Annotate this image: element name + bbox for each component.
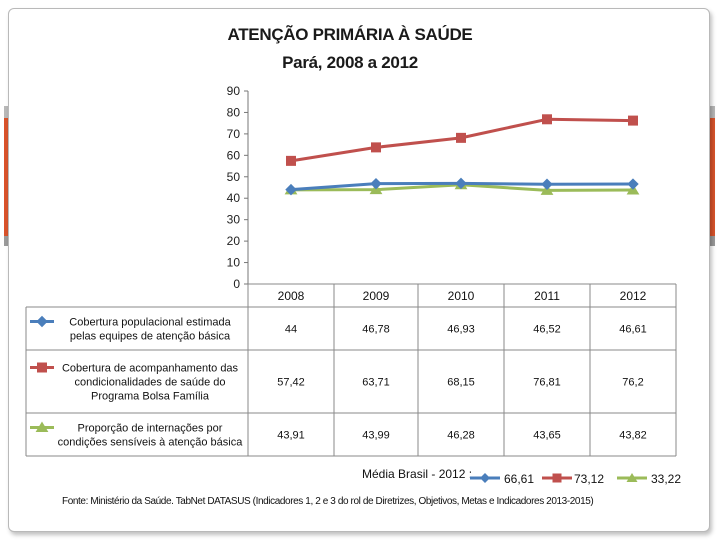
y-tick-label: 60	[227, 148, 241, 162]
decor-right-gray-bottom	[707, 236, 715, 246]
data-label: 43,65	[533, 430, 561, 442]
series-name-line: Programa Bolsa Família	[91, 391, 210, 403]
y-tick-label: 20	[227, 234, 241, 248]
category-label: 2009	[363, 289, 390, 303]
series-name-line: condicionalidades de saúde do	[74, 377, 225, 389]
data-label: 46,28	[447, 430, 475, 442]
data-label: 46,93	[447, 324, 475, 336]
data-point-2	[371, 142, 381, 153]
chart-subtitle: Pará, 2008 a 2012	[282, 53, 418, 72]
data-point-2	[456, 132, 466, 143]
series-name-line: Cobertura de acompanhamento das	[62, 363, 239, 375]
media-value-2: 73,12	[574, 472, 605, 486]
decor-right-red-bar	[707, 118, 715, 236]
data-label: 68,15	[447, 377, 475, 389]
y-tick-label: 30	[227, 213, 241, 227]
data-label: 63,71	[362, 377, 390, 389]
data-label: 76,2	[622, 377, 643, 389]
category-label: 2010	[448, 289, 475, 303]
data-label: 46,78	[362, 324, 390, 336]
data-point-1	[455, 177, 467, 190]
data-label: 43,91	[277, 430, 305, 442]
y-tick-label: 40	[227, 191, 241, 205]
media-value-1: 66,61	[504, 472, 535, 486]
data-label: 46,61	[619, 324, 647, 336]
y-tick-label: 80	[227, 105, 241, 119]
series-name-line: condições sensíveis à atenção básica	[58, 437, 244, 449]
y-tick-label: 70	[227, 127, 241, 141]
chart-title: ATENÇÃO PRIMÁRIA À SAÚDE	[227, 25, 473, 44]
data-point-1	[541, 178, 553, 190]
data-label: 44	[285, 324, 297, 336]
data-label: 76,81	[533, 377, 561, 389]
y-tick-label: 0	[233, 277, 240, 291]
series-name-line: pelas equipes de atenção básica	[70, 331, 231, 343]
category-label: 2008	[278, 289, 305, 303]
media-brasil-label: Média Brasil - 2012 :	[362, 467, 473, 481]
legend-key-marker	[35, 421, 49, 432]
series-name-line: Proporção de internações por	[78, 423, 223, 435]
data-point-1	[285, 183, 297, 196]
slide-frame	[8, 8, 710, 532]
source-note: Fonte: Ministério da Saúde. TabNet DATAS…	[62, 496, 594, 507]
data-point-2	[628, 115, 638, 126]
data-point-1	[627, 178, 639, 190]
data-label: 43,99	[362, 430, 390, 442]
legend-key-marker	[37, 362, 47, 373]
data-label: 57,42	[277, 377, 305, 389]
data-point-1	[370, 177, 382, 190]
y-tick-label: 50	[227, 170, 241, 184]
series-name-line: Cobertura populacional estimada	[69, 317, 231, 329]
data-point-2	[542, 114, 552, 125]
decor-right-gray-top	[707, 106, 715, 118]
media-value-3: 33,22	[651, 472, 682, 486]
category-label: 2012	[620, 289, 647, 303]
category-label: 2011	[534, 289, 560, 303]
legend-key-marker	[36, 315, 48, 328]
y-tick-label: 90	[227, 84, 241, 98]
data-label: 46,52	[533, 324, 561, 336]
y-tick-label: 10	[227, 256, 241, 270]
data-label: 43,82	[619, 430, 647, 442]
data-point-2	[286, 155, 296, 166]
